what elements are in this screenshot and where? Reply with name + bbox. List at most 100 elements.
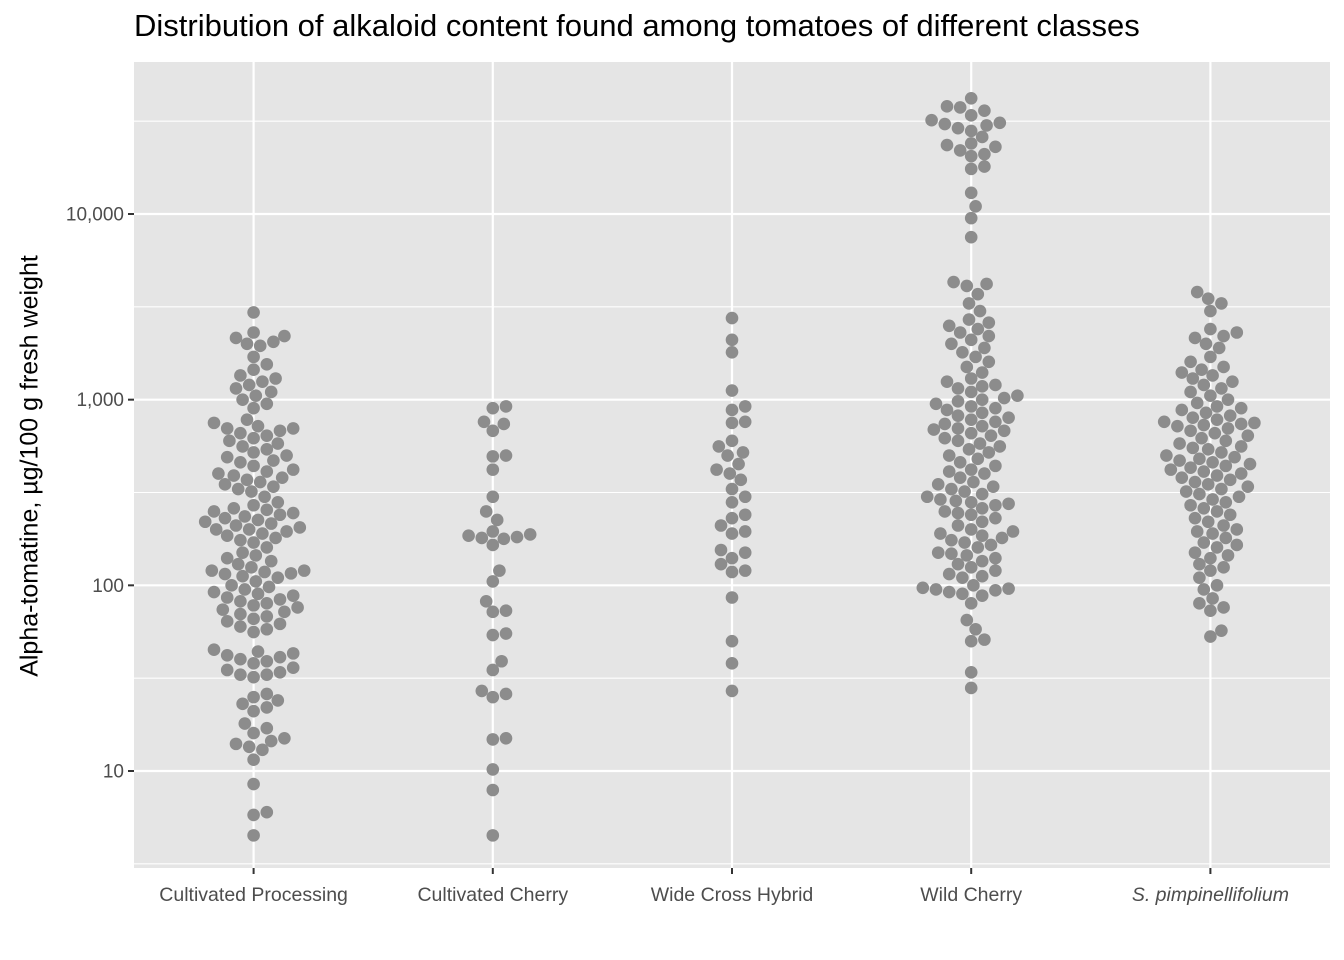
data-point — [278, 732, 291, 745]
data-point — [245, 561, 258, 574]
data-point — [207, 585, 221, 599]
data-point — [286, 661, 300, 675]
data-point — [1228, 450, 1241, 464]
data-point — [1175, 471, 1189, 484]
y-tick-label: 10,000 — [66, 205, 124, 226]
x-category-label: Cultivated Processing — [159, 884, 348, 906]
data-point — [1175, 403, 1189, 417]
data-point — [978, 147, 991, 161]
data-point — [964, 681, 978, 695]
chart-title: Distribution of alkaloid content found a… — [134, 8, 1140, 43]
data-point — [1184, 498, 1197, 512]
data-point — [236, 697, 249, 711]
data-point — [1221, 422, 1235, 435]
data-point — [267, 454, 280, 467]
data-point — [273, 424, 287, 438]
data-point — [220, 648, 234, 662]
data-point — [945, 337, 958, 351]
data-point — [964, 109, 978, 122]
data-point — [260, 805, 274, 819]
data-point — [1199, 406, 1213, 420]
data-point — [978, 467, 991, 480]
data-point — [1221, 393, 1235, 406]
data-point — [725, 434, 739, 448]
data-point — [964, 385, 978, 399]
data-point — [220, 450, 234, 464]
data-point — [286, 463, 300, 476]
data-point — [1248, 416, 1261, 430]
data-point — [240, 337, 254, 351]
data-point — [293, 521, 307, 534]
data-point — [964, 137, 978, 150]
data-point — [247, 612, 260, 626]
data-point — [234, 620, 247, 633]
data-point — [273, 508, 287, 522]
data-point — [1219, 459, 1233, 473]
data-point — [1188, 511, 1202, 525]
data-point — [273, 617, 287, 631]
data-point — [964, 463, 978, 476]
data-point — [1217, 360, 1230, 374]
data-point — [725, 482, 739, 496]
data-point — [942, 585, 956, 599]
data-point — [714, 519, 728, 532]
data-point — [964, 91, 978, 105]
data-point — [940, 100, 954, 113]
data-point — [229, 519, 243, 532]
data-point — [940, 138, 954, 152]
data-point — [975, 380, 989, 393]
data-point — [995, 531, 1009, 545]
data-point — [1219, 531, 1233, 545]
data-point — [479, 505, 493, 518]
data-point — [486, 628, 500, 642]
data-point — [964, 162, 978, 176]
data-point — [247, 829, 260, 842]
data-point — [1186, 372, 1200, 385]
data-point — [220, 591, 234, 604]
data-point — [980, 119, 993, 132]
data-point — [247, 431, 260, 445]
data-point — [1234, 440, 1248, 453]
data-point — [738, 546, 752, 559]
data-point — [280, 525, 293, 538]
data-point — [499, 732, 513, 745]
data-point — [1173, 437, 1186, 450]
data-point — [725, 684, 739, 698]
data-point — [989, 459, 1002, 473]
data-point — [989, 401, 1002, 415]
data-point — [975, 406, 989, 420]
data-point — [1193, 597, 1206, 610]
data-point — [929, 397, 943, 411]
data-point — [260, 503, 274, 517]
data-point — [1157, 415, 1171, 429]
data-point — [738, 400, 752, 413]
data-point — [723, 467, 737, 480]
data-point — [247, 808, 260, 822]
data-point — [971, 287, 985, 301]
data-point — [251, 645, 265, 658]
data-point — [253, 339, 267, 353]
data-point — [956, 587, 969, 601]
data-point — [714, 543, 728, 557]
data-point — [1204, 389, 1217, 403]
data-point — [260, 443, 274, 456]
data-point — [1241, 480, 1255, 493]
data-point — [1210, 469, 1224, 482]
data-point — [260, 654, 274, 668]
data-point — [262, 580, 276, 594]
data-point — [1197, 418, 1211, 432]
data-point — [240, 413, 254, 427]
data-point — [953, 471, 967, 484]
data-point — [940, 375, 954, 388]
data-point — [953, 455, 967, 469]
data-point — [1195, 363, 1208, 377]
data-point — [247, 536, 260, 549]
data-point — [964, 186, 978, 200]
data-point — [523, 528, 537, 541]
data-point — [986, 480, 1000, 493]
data-point — [486, 490, 500, 504]
data-point — [964, 372, 978, 385]
data-point — [1234, 401, 1248, 415]
data-point — [1201, 478, 1215, 491]
data-point — [207, 643, 221, 657]
